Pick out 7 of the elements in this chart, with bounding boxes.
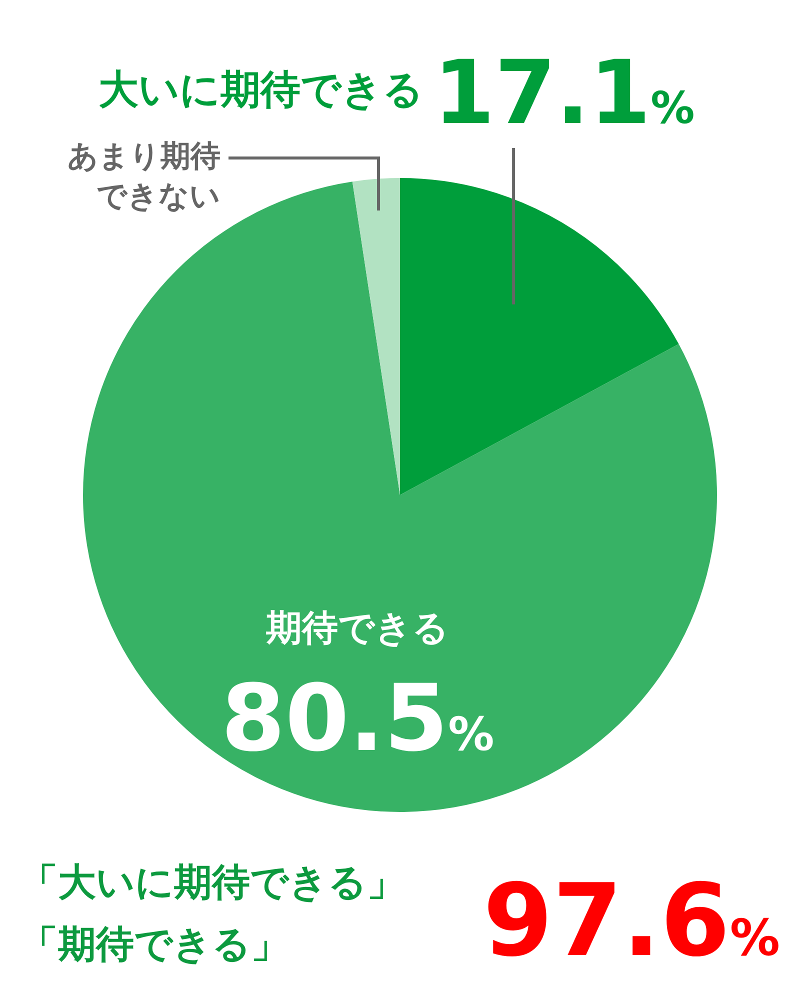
data-label: 17.1% — [434, 41, 695, 144]
data-label: 80.5% — [221, 665, 494, 772]
slice-label: 期待できる — [266, 608, 450, 650]
text: 97.6% — [483, 862, 780, 979]
text: 「大いに期待できる」「期待できる」 — [20, 860, 405, 966]
slice-label: 大いに期待できる — [98, 67, 424, 113]
slice-label: あまり期待できない — [68, 138, 221, 214]
